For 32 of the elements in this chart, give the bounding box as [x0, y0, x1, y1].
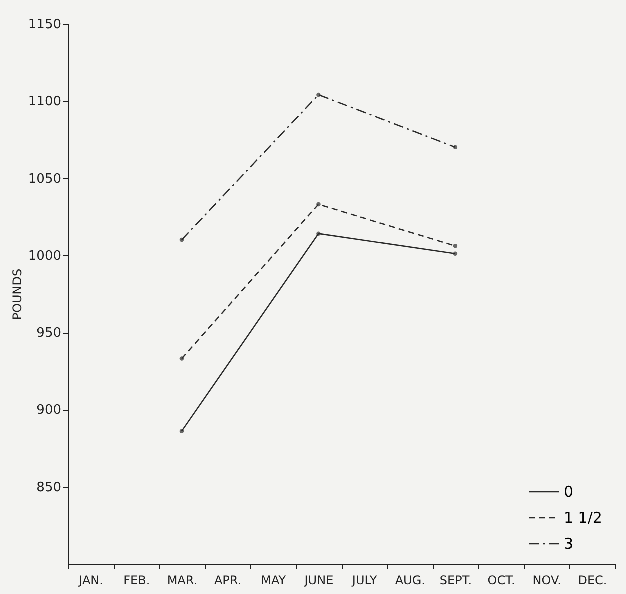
y-tick-label: 1150	[28, 18, 62, 32]
point	[316, 92, 321, 98]
x-tick-label: SEPT.	[440, 574, 472, 588]
point	[180, 356, 184, 361]
y-tick-label: 1100	[28, 94, 62, 110]
x-tick-label: APR.	[214, 574, 242, 588]
x-tick-label: NOV.	[532, 574, 562, 588]
x-tick-label: FEB.	[124, 574, 150, 588]
point	[316, 202, 321, 207]
y-tick-label: 900	[36, 403, 62, 418]
y-tick-label: 1050	[28, 172, 62, 187]
x-tick-label: AUG.	[395, 574, 426, 588]
point	[180, 238, 184, 242]
x-tick-label: MAY	[261, 574, 287, 588]
legend-label: 1 1/2	[564, 509, 602, 527]
point	[453, 252, 458, 256]
x-tick-label: DEC.	[578, 574, 608, 588]
legend-label: 3	[564, 535, 574, 553]
x-tick-label: OCT.	[488, 574, 516, 588]
y-tick-label: 850	[36, 480, 62, 496]
y-tick-label: 1000	[28, 248, 62, 264]
legend-label: 0	[564, 483, 574, 501]
x-tick-label: JUNE	[304, 574, 334, 588]
point	[316, 232, 321, 236]
y-tick-label: 950	[36, 326, 62, 342]
point	[453, 145, 458, 150]
x-tick-label: JAN.	[78, 574, 104, 588]
point	[180, 429, 184, 434]
x-tick-label: MAR.	[167, 574, 198, 588]
point	[453, 244, 458, 248]
y-axis-title: POUNDS	[10, 268, 24, 320]
x-tick-label: JULY	[351, 574, 378, 588]
